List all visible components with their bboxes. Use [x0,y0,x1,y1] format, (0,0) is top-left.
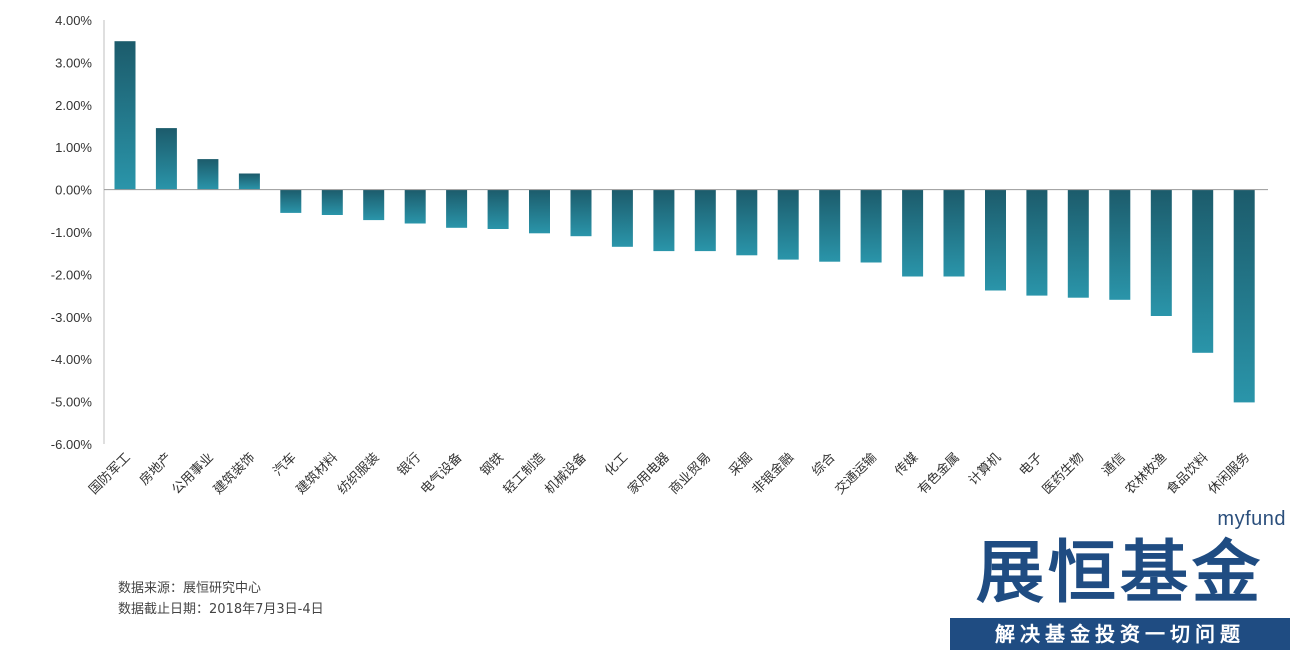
y-tick-label: -4.00% [51,352,93,367]
x-category-label: 轻工制造 [501,450,548,497]
x-category-label: 有色金属 [915,450,963,498]
x-category-label: 电子 [1017,450,1046,479]
bar-食品饮料 [1192,189,1214,353]
x-category-label: 休闲服务 [1205,450,1253,498]
brand-logo: myfund 展恒基金 解决基金投资一切问题 [950,508,1290,650]
x-category-label: 计算机 [966,450,1004,488]
bar-家用电器 [653,189,675,252]
y-tick-label: 2.00% [55,98,92,113]
x-category-label: 钢铁 [478,450,507,479]
y-tick-label: -2.00% [51,267,93,282]
y-tick-label: -6.00% [51,437,93,452]
bar-电气设备 [446,189,468,228]
logo-main-text: 展恒基金 [975,534,1264,613]
x-category-label: 建筑装饰 [210,450,258,498]
y-tick-label: -5.00% [51,395,93,410]
bar-通信 [1109,189,1131,300]
y-tick-label: 3.00% [55,55,92,70]
x-category-label: 建筑材料 [293,450,341,498]
x-category-label: 通信 [1100,450,1129,479]
y-tick-label: -1.00% [51,225,93,240]
bar-商业贸易 [694,189,716,252]
y-tick-label: -3.00% [51,310,93,325]
bar-传媒 [902,189,924,277]
x-category-label: 农林牧渔 [1123,450,1170,497]
bar-轻工制造 [529,189,550,234]
y-tick-label: 4.00% [55,13,92,28]
bar-房地产 [155,128,177,190]
x-category-label: 医药生物 [1040,450,1087,497]
x-category-label: 食品饮料 [1163,450,1211,498]
x-category-label: 银行 [395,450,424,479]
y-tick-label: 0.00% [55,183,92,198]
bar-电子 [1026,189,1048,296]
bar-chart: 4.00% 3.00% 2.00% 1.00% 0.00% -1.00% -2.00% -3.… [51,13,1268,498]
bar-计算机 [985,189,1006,291]
bar-农林牧渔 [1150,189,1172,316]
bar-非银金融 [777,189,799,260]
bar-银行 [404,189,426,224]
x-category-label: 交通运输 [832,450,880,498]
x-category-label: 纺织服装 [335,450,382,497]
logo-myfund-text: myfund [1217,508,1286,530]
x-category-label: 综合 [809,450,838,479]
bar-化工 [611,189,633,247]
bar-钢铁 [487,189,509,229]
x-category-label: 房地产 [136,450,175,489]
x-category-label: 化工 [602,450,631,479]
y-axis: 4.00% 3.00% 2.00% 1.00% 0.00% -1.00% -2.00% -3.… [51,13,105,452]
x-category-label: 非银金融 [749,450,797,498]
bar-国防军工 [114,41,136,190]
x-category-label: 传媒 [892,450,921,479]
bar-建筑材料 [321,189,343,215]
x-category-label: 采掘 [727,450,756,479]
source-notes: 数据来源：展恒研究中心 数据截止日期：2018年7月3日-4日 [118,578,324,620]
bars [114,41,1255,403]
bar-汽车 [280,189,302,213]
x-category-label: 国防军工 [86,450,134,498]
bar-机械设备 [570,189,592,237]
x-category-label: 公用事业 [169,450,216,497]
logo-slogan-banner: 解决基金投资一切问题 [950,618,1290,650]
bar-纺织服装 [363,189,385,221]
bar-医药生物 [1067,189,1089,298]
bar-采掘 [736,189,758,256]
x-category-label: 家用电器 [625,450,673,498]
x-category-label: 电气设备 [417,450,465,498]
bar-交通运输 [860,189,882,263]
bar-休闲服务 [1233,189,1255,403]
x-category-label: 机械设备 [542,450,590,498]
y-tick-label: 1.00% [55,140,92,155]
bar-综合 [819,189,841,262]
bar-建筑装饰 [238,173,260,190]
bar-公用事业 [197,159,219,190]
x-category-label: 商业贸易 [667,450,714,497]
data-source-note: 数据来源：展恒研究中心 [118,581,262,596]
x-category-label: 汽车 [270,450,300,480]
data-date-note: 数据截止日期：2018年7月3日-4日 [118,602,324,617]
bar-有色金属 [943,189,965,277]
